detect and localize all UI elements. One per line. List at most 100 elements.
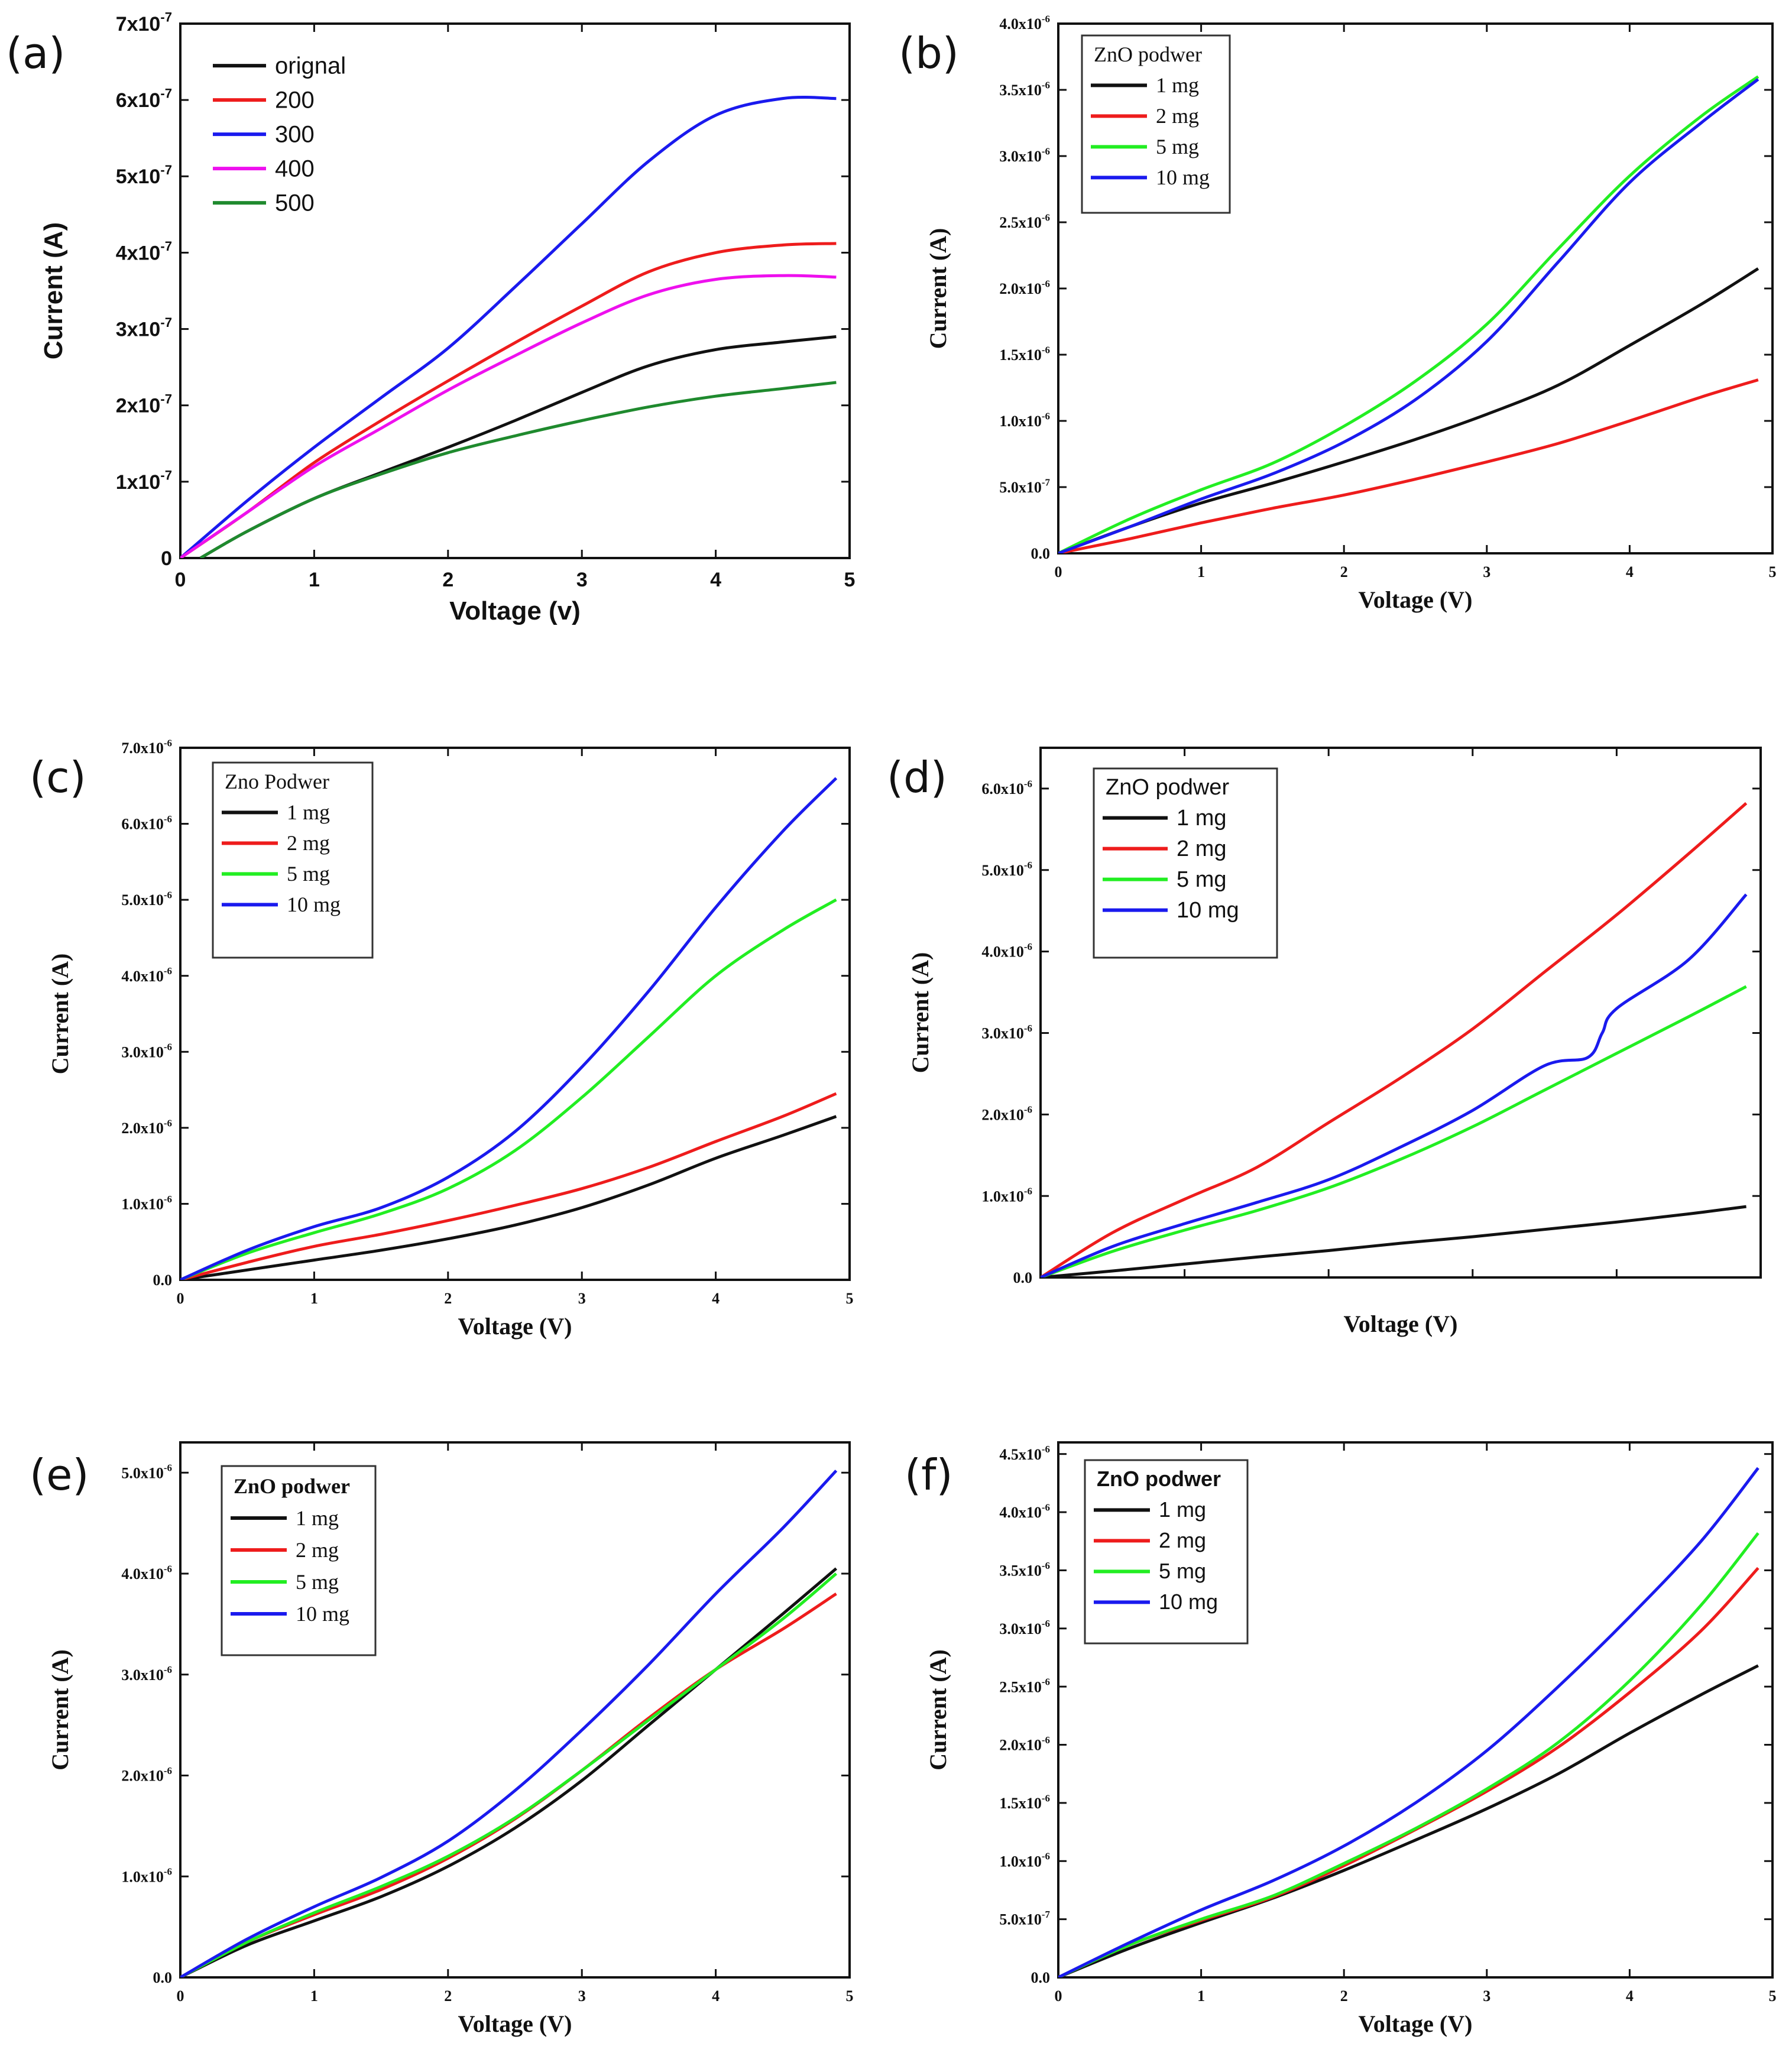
legend-title: ZnO podwer: [1097, 1467, 1221, 1491]
y-tick-exponent: -6: [1042, 145, 1050, 157]
series-line-5-mg: [180, 1572, 838, 1977]
legend-label: 2 mg: [296, 1538, 339, 1562]
y-tick-mantissa: 1.0x10: [999, 413, 1042, 430]
y-tick-label: 0: [161, 547, 172, 570]
plot-frame: [179, 747, 851, 1281]
panel-letter: (a): [6, 28, 65, 78]
x-tick-label: 1: [1197, 1987, 1205, 2005]
legend-title: ZnO podwer: [1094, 43, 1202, 66]
x-tick-label: 4: [712, 1987, 720, 2005]
y-tick-mantissa: 1.0x10: [999, 1853, 1042, 1870]
legend-label: 2 mg: [287, 831, 330, 855]
y-tick-label: 3.0x10-6: [121, 1042, 172, 1061]
y-tick-exponent: -6: [1042, 410, 1050, 421]
y-axis-title: Current (A): [39, 222, 68, 359]
y-tick-mantissa: 4.0x10: [121, 968, 164, 985]
y-tick-label: 2.0x10-6: [999, 1734, 1050, 1754]
legend-box: [1081, 34, 1231, 214]
y-tick-mantissa: 6.0x10: [121, 816, 164, 833]
legend-title: ZnO podwer: [234, 1474, 350, 1498]
y-tick-mantissa: 3.0x10: [999, 148, 1042, 165]
legend-box: [1093, 767, 1278, 959]
y-tick-label: 2.5x10-6: [999, 1676, 1050, 1696]
x-tick-label: 1: [310, 1987, 318, 2005]
plot-frame: [1057, 1441, 1774, 1979]
y-tick-mantissa: 5.0x10: [121, 891, 164, 909]
legend-label: 1 mg: [287, 800, 330, 824]
y-tick-exponent: -6: [164, 1042, 172, 1053]
y-tick-label: 4.0x10-6: [999, 13, 1050, 33]
y-tick-mantissa: 0: [161, 547, 172, 570]
y-tick-label: 1x10-7: [116, 468, 172, 493]
x-tick-label: 1: [1197, 563, 1205, 581]
legend-label: 500: [275, 190, 315, 216]
plot-frame: [179, 1441, 851, 1979]
y-tick-exponent: -6: [1042, 1792, 1050, 1804]
y-tick-exponent: -6: [164, 1664, 172, 1675]
x-tick-label: 4: [712, 1290, 720, 1307]
y-tick-mantissa: 1.5x10: [999, 346, 1042, 364]
panel-letter: (e): [30, 1450, 89, 1500]
x-tick-label: 3: [576, 569, 588, 591]
y-axis-title: Current (A): [47, 954, 73, 1075]
y-tick-exponent: -6: [164, 737, 172, 748]
y-tick-label: 6.0x10-6: [121, 813, 172, 833]
x-axis-title: Voltage (V): [1359, 586, 1473, 613]
legend-label: 5 mg: [1177, 867, 1226, 892]
y-tick-label: 5.0x10-6: [981, 860, 1032, 879]
y-tick-exponent: -6: [1024, 860, 1032, 871]
legend-label: 10 mg: [296, 1602, 349, 1626]
y-tick-label: 2.0x10-6: [981, 1104, 1032, 1124]
y-tick-mantissa: 2.0x10: [999, 1737, 1042, 1754]
y-tick-exponent: -6: [1042, 1851, 1050, 1862]
y-tick-label: 7.0x10-6: [121, 737, 172, 757]
y-tick-exponent: -7: [160, 391, 172, 406]
x-tick-label: 2: [1340, 563, 1348, 581]
y-tick-label: 4.5x10-6: [999, 1444, 1050, 1463]
y-tick-exponent: -6: [164, 1563, 172, 1574]
panel-letter: (c): [30, 753, 86, 802]
y-tick-exponent: -6: [1042, 1444, 1050, 1455]
panel-letter: (b): [899, 28, 959, 78]
y-tick-mantissa: 4.0x10: [121, 1565, 164, 1582]
series-line-2-mg: [1041, 802, 1748, 1277]
legend-label: 2 mg: [1156, 104, 1199, 128]
legend-label: 2 mg: [1177, 836, 1226, 861]
y-tick-exponent: -6: [1042, 1560, 1050, 1571]
y-tick-mantissa: 1x10: [116, 471, 161, 494]
legend-label: 2 mg: [1159, 1528, 1206, 1552]
x-axis-title: Voltage (V): [458, 2010, 572, 2037]
x-tick-label: 5: [846, 1987, 854, 2005]
y-tick-exponent: -6: [164, 1194, 172, 1205]
y-tick-mantissa: 7x10: [116, 13, 161, 35]
legend-title: ZnO podwer: [1106, 775, 1229, 800]
y-tick-label: 1.0x10-6: [999, 1851, 1050, 1870]
y-tick-exponent: -6: [1042, 1734, 1050, 1746]
y-tick-label: 3.0x10-6: [981, 1023, 1032, 1042]
y-tick-mantissa: 4.0x10: [981, 943, 1024, 961]
legend-label: 10 mg: [1177, 898, 1239, 923]
panel-letter: (d): [887, 753, 947, 802]
y-tick-mantissa: 1.0x10: [981, 1188, 1024, 1205]
y-tick-mantissa: 3.0x10: [121, 1666, 164, 1684]
y-tick-exponent: -6: [1042, 1502, 1050, 1513]
y-tick-label: 5x10-7: [116, 163, 172, 188]
y-tick-label: 4.0x10-6: [121, 1563, 172, 1582]
y-tick-label: 0.0: [153, 1272, 173, 1289]
legend-label: 400: [275, 155, 315, 181]
y-tick-mantissa: 4.0x10: [999, 15, 1042, 33]
series-line-orignal: [199, 335, 837, 558]
x-tick-label: 4: [710, 569, 721, 591]
y-tick-label: 5.0x10-7: [999, 476, 1050, 496]
series-line-500: [199, 381, 837, 558]
y-tick-label: 4.0x10-6: [999, 1502, 1050, 1521]
y-tick-mantissa: 2.0x10: [999, 280, 1042, 297]
y-tick-label: 1.0x10-6: [121, 1194, 172, 1213]
series-line-10-mg: [1058, 1467, 1759, 1977]
x-tick-label: 0: [1055, 1987, 1062, 2005]
x-tick-label: 5: [1769, 1987, 1777, 2005]
legend-label: 10 mg: [287, 893, 341, 916]
x-tick-label: 3: [1483, 1987, 1490, 2005]
y-tick-label: 0.0: [1013, 1269, 1033, 1286]
